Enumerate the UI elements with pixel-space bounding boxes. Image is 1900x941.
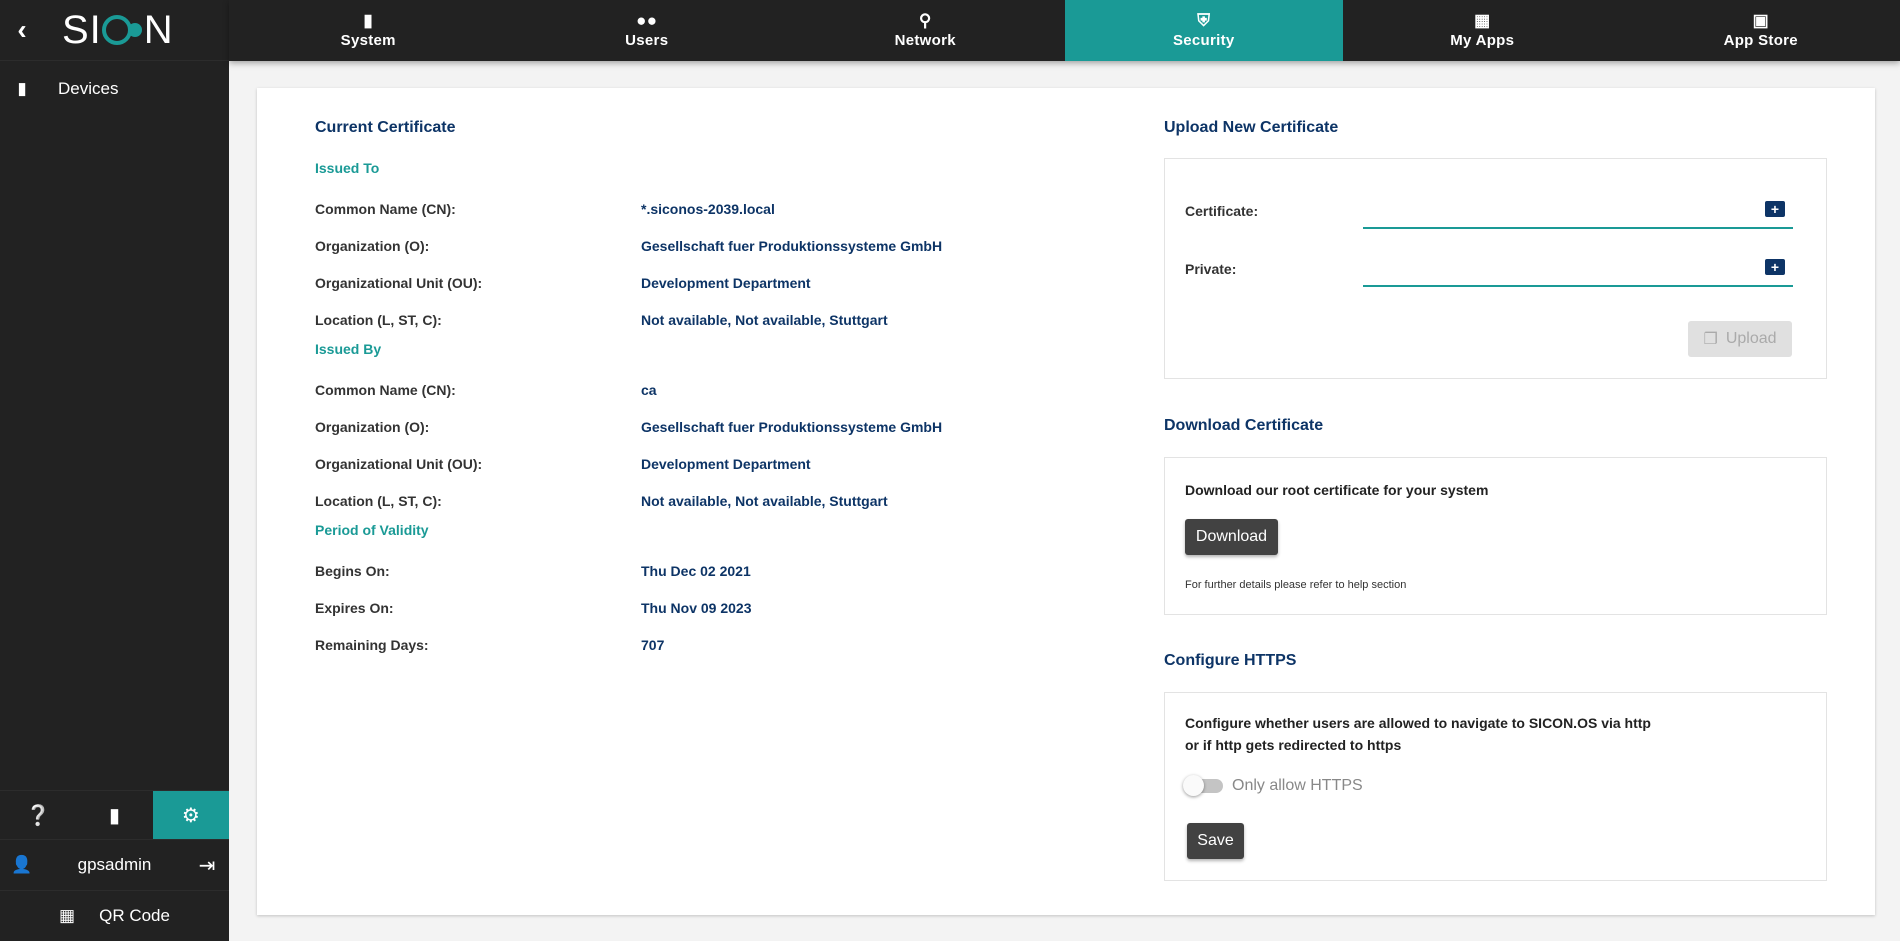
upload-title: Upload New Certificate	[1164, 119, 1339, 136]
folder-add-icon[interactable]: +	[1765, 201, 1785, 217]
sidebar-item-devices[interactable]: ▮ Devices	[0, 61, 229, 117]
sidebar-icon-row: ❔ ▮ ⚙	[0, 790, 229, 840]
field-label: Common Name (CN):	[315, 382, 456, 398]
qr-code-icon: ▦	[59, 906, 76, 925]
download-box: Download our root certificate for your s…	[1164, 457, 1827, 615]
user-check-icon: 👤	[11, 855, 33, 874]
logout-icon[interactable]: ⇥	[198, 854, 216, 877]
current-certificate-title: Current Certificate	[315, 119, 456, 136]
upload-box: Certificate: + Private: + ❐ Upload	[1164, 158, 1827, 379]
field-value: *.siconos-2039.local	[641, 201, 775, 217]
field-label: Organizational Unit (OU):	[315, 275, 483, 291]
tab-label: Security	[1172, 32, 1235, 49]
field-value: Not available, Not available, Stuttgart	[641, 312, 888, 328]
tab-network[interactable]: ⚲ Network	[786, 0, 1065, 61]
field-label: Organization (O):	[315, 419, 430, 435]
network-icon: ⚲	[918, 11, 932, 30]
field-value: Development Department	[641, 275, 811, 291]
sidebar-bottom: ❔ ▮ ⚙ 👤 gpsadmin ⇥ ▦ QR Code	[0, 790, 229, 941]
security-card: Current Certificate Issued To Common Nam…	[257, 88, 1875, 915]
private-label: Private:	[1185, 261, 1237, 277]
sidebar-item-label: Devices	[58, 79, 119, 98]
grid-icon: ▦	[1474, 11, 1491, 30]
tab-users[interactable]: ●● Users	[508, 0, 787, 61]
tab-label: Users	[625, 32, 669, 49]
folder-add-icon[interactable]: +	[1765, 259, 1785, 275]
save-button[interactable]: Save	[1187, 823, 1244, 859]
qr-code-button[interactable]: ▦ QR Code	[0, 891, 229, 941]
field-label: Common Name (CN):	[315, 201, 456, 217]
validity-title: Period of Validity	[315, 522, 429, 538]
shield-icon: ⛨	[1197, 11, 1211, 30]
download-text: Download our root certificate for your s…	[1185, 482, 1489, 498]
upload-button[interactable]: ❐ Upload	[1688, 321, 1792, 357]
tab-label: My Apps	[1450, 32, 1515, 49]
field-value: Thu Nov 09 2023	[641, 600, 752, 616]
private-file-input[interactable]	[1363, 285, 1793, 287]
tab-label: App Store	[1723, 32, 1798, 49]
field-label: Expires On:	[315, 600, 394, 616]
field-label: Organization (O):	[315, 238, 430, 254]
field-label: Location (L, ST, C):	[315, 312, 442, 328]
upload-button-label: Upload	[1725, 330, 1777, 347]
user-row: 👤 gpsadmin ⇥	[0, 840, 229, 891]
tab-system[interactable]: ▮ System	[229, 0, 508, 61]
users-icon: ●●	[636, 11, 658, 30]
field-value: ca	[641, 382, 657, 398]
logo-bar: ‹ SI N	[0, 0, 229, 61]
field-label: Location (L, ST, C):	[315, 493, 442, 509]
certificate-label: Certificate:	[1185, 203, 1259, 219]
tab-label: System	[340, 32, 396, 49]
file-copy-icon: ❐	[1703, 331, 1718, 348]
field-value: Thu Dec 02 2021	[641, 563, 751, 579]
ethernet-icon[interactable]: ▮	[108, 804, 120, 827]
field-value: Gesellschaft fuer Produktionssysteme Gmb…	[641, 419, 943, 435]
help-icon[interactable]: ❔	[25, 804, 51, 827]
field-label: Begins On:	[315, 563, 390, 579]
plug-icon: ▮	[17, 79, 27, 98]
gear-icon[interactable]: ⚙	[152, 791, 229, 839]
sidebar: ‹ SI N ▮ Devices ❔ ▮ ⚙ 👤 gpsadmin ⇥ ▦ QR …	[0, 0, 229, 941]
top-nav: ▮ System ●● Users ⚲ Network ⛨ Security ▦ My A…	[229, 0, 1900, 61]
field-value: 707	[641, 637, 665, 653]
only-https-label: Only allow HTTPS	[1232, 777, 1363, 794]
issued-to-title: Issued To	[315, 160, 380, 176]
https-title: Configure HTTPS	[1164, 652, 1297, 669]
field-value: Gesellschaft fuer Produktionssysteme Gmb…	[641, 238, 943, 254]
sicon-logo: SI N	[62, 7, 174, 52]
username: gpsadmin	[77, 855, 152, 874]
tab-label: Network	[894, 32, 956, 49]
download-note: For further details please refer to help…	[1185, 579, 1407, 591]
qr-code-label: QR Code	[99, 906, 170, 925]
tab-security[interactable]: ⛨ Security	[1064, 0, 1343, 61]
issued-by-title: Issued By	[315, 341, 382, 357]
https-box: Configure whether users are allowed to n…	[1164, 692, 1827, 881]
toggle-knob[interactable]	[1183, 775, 1204, 796]
field-label: Remaining Days:	[315, 637, 429, 653]
store-icon: ▣	[1752, 11, 1769, 30]
field-label: Organizational Unit (OU):	[315, 456, 483, 472]
tab-app-store[interactable]: ▣ App Store	[1622, 0, 1900, 61]
field-value: Development Department	[641, 456, 811, 472]
only-https-toggle[interactable]	[1183, 775, 1223, 796]
plug-icon: ▮	[363, 11, 374, 30]
https-text-1: Configure whether users are allowed to n…	[1185, 715, 1651, 731]
certificate-file-input[interactable]	[1363, 227, 1793, 229]
field-value: Not available, Not available, Stuttgart	[641, 493, 888, 509]
download-title: Download Certificate	[1164, 417, 1324, 434]
https-text-2: or if http gets redirected to https	[1185, 737, 1402, 753]
tab-my-apps[interactable]: ▦ My Apps	[1343, 0, 1622, 61]
download-button[interactable]: Download	[1185, 519, 1278, 555]
back-chevron-icon[interactable]: ‹	[17, 14, 27, 45]
